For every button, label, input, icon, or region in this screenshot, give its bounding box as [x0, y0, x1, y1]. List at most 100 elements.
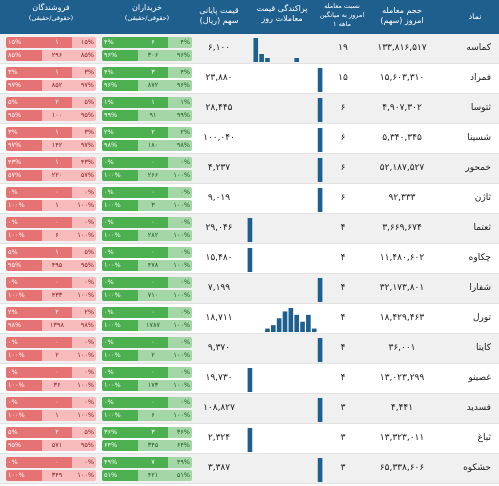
histogram-bar — [317, 278, 323, 302]
histogram-bar — [265, 58, 270, 62]
table-row[interactable]: غصینو ۱۳,۰۲۳,۲۹۹ ۴ ۱۹,۷۳۰ ۰% ۰ ۰% ۱۰۰% ۱… — [0, 364, 499, 394]
table-row[interactable]: تورل ۱۸,۴۲۹,۴۶۳ ۴ ۱۸,۷۱۱ ۰% ۰ ۰% ۱۰۰% ۱۷… — [0, 304, 499, 334]
volume-value: ۵,۳۴۰,۳۴۵ — [382, 133, 422, 143]
header-buyers[interactable]: خریداران (حقوقی/حقیقی) — [102, 3, 192, 23]
symbol-link[interactable]: ثتوسا — [470, 103, 491, 113]
closing-price: ۴,۲۳۷ — [207, 163, 231, 173]
header-volume[interactable]: حجم معامله امروز (سهم) — [367, 6, 437, 26]
header-buyers-line2: (حقوقی/حقیقی) — [124, 14, 170, 22]
symbol-link[interactable]: حشکوه — [463, 463, 491, 473]
sellers-bot-percent: ۱۰۰% — [6, 290, 42, 301]
price-distribution-chart — [247, 156, 323, 182]
sellers-top-bar: ۰% ۰ ۰% — [6, 277, 96, 288]
table-row[interactable]: شفارا ۳۲,۱۷۳,۸۰۱ ۴ ۷,۱۹۹ ۰% ۰ ۰% ۱۰۰% ۷۱… — [0, 274, 499, 304]
buyers-top-percent: ۰% — [102, 367, 138, 378]
symbol-link[interactable]: غصینو — [468, 373, 491, 383]
table-row[interactable]: فمراد ۱۵,۶۰۳,۳۱۰ ۱۵ ۲۳,۸۸۰ ۴% ۳ ۴% ۹۶% ۸… — [0, 64, 499, 94]
sellers-bot-share: ۱۰۰% — [72, 380, 96, 391]
table-row[interactable]: ثعتما ۳,۶۶۹,۶۷۴ ۴ ۲۹,۰۴۶ ۰% ۰ ۰% ۱۰۰% ۲۸… — [0, 214, 499, 244]
table-row[interactable]: کماسه ۱۳۳,۸۱۶,۵۱۷ ۱۹ ۶,۱۰۰ ۴% ۶ ۴% ۹۶% ۳… — [0, 34, 499, 64]
sellers-top-count: ۱ — [42, 247, 72, 258]
buyers-top-count: ۱ — [138, 97, 168, 108]
header-sellers[interactable]: فروشندگان (حقوقی/حقیقی) — [6, 3, 96, 23]
sellers-bot-percent: ۵۷% — [6, 170, 42, 181]
sellers-top-share: ۴۳% — [72, 157, 96, 168]
table-row[interactable]: ثباغ ۱۳,۳۲۳,۰۱۱ ۳ ۲,۳۲۴ ۳۶% ۳ ۳۶% ۶۴% ۳۴… — [0, 424, 499, 454]
buyers-top-count: ۰ — [138, 217, 168, 228]
buyers-bot-bar: ۱۰۰% ۳ ۱۰۰% — [102, 200, 192, 211]
symbol-link[interactable]: ثعتما — [473, 223, 491, 233]
sellers-top-percent: ۲% — [6, 307, 42, 318]
sellers-top-share: ۰% — [72, 367, 96, 378]
buyers-cell: ۰% ۰ ۰% ۱۰۰% ۷۱۰ ۱۰۰% — [102, 277, 192, 301]
symbol-link[interactable]: فسدید — [466, 403, 491, 413]
row-divider — [0, 153, 499, 154]
closing-price: ۱۰۰,۰۴۰ — [203, 133, 235, 143]
buyers-bot-bar: ۱۰۰% ۴۷۸ ۱۰۰% — [102, 260, 192, 271]
symbol-link[interactable]: شفارا — [469, 283, 491, 293]
buyers-top-share: ۱% — [168, 97, 192, 108]
sellers-bot-percent: ۱۰۰% — [6, 230, 42, 241]
sellers-bot-percent: ۸۵% — [6, 50, 42, 61]
header-hist[interactable]: پراکندگی قیمت معاملات روز — [247, 4, 317, 24]
closing-price: ۱۹,۷۳۰ — [205, 373, 233, 383]
sellers-bot-share: ۱۰۰% — [72, 290, 96, 301]
sellers-cell: ۱۵% ۱ ۱۵% ۸۵% ۲۹۶ ۸۵% — [6, 37, 96, 61]
price-distribution-chart — [247, 276, 323, 302]
table-row[interactable]: خمحور ۵۲,۱۸۷,۵۲۷ ۶ ۴,۲۳۷ ۰% ۰ ۰% ۱۰۰% ۲۶… — [0, 154, 499, 184]
buyers-top-percent: ۰% — [102, 307, 138, 318]
symbol-link[interactable]: کماسه — [466, 43, 491, 53]
sellers-top-bar: ۰% ۰ ۰% — [6, 457, 96, 468]
ratio-value: ۱۹ — [338, 43, 348, 53]
sellers-cell: ۵% ۱ ۵% ۹۵% ۴۹۵ ۹۵% — [6, 247, 96, 271]
row-divider — [0, 303, 499, 304]
header-price[interactable]: قیمت پایانی سهم (ریال) — [193, 6, 245, 26]
table-row[interactable]: ثاژن ۹۲,۳۳۳ ۶ ۹,۰۱۹ ۰% ۰ ۰% ۱۰۰% ۳ ۱۰۰% … — [0, 184, 499, 214]
histogram-bar — [306, 314, 311, 332]
symbol-link[interactable]: فمراد — [470, 73, 491, 83]
sellers-bot-bar: ۱۰۰% ۲ ۱۰۰% — [6, 350, 96, 361]
symbol-link[interactable]: ثباغ — [477, 433, 491, 443]
buyers-bot-percent: ۱۰۰% — [102, 170, 138, 181]
histogram-bar — [247, 368, 253, 392]
sellers-top-percent: ۴۳% — [6, 157, 42, 168]
buyers-bot-percent: ۱۰۰% — [102, 410, 138, 421]
symbol-link[interactable]: کایتا — [476, 343, 491, 353]
buyers-bot-percent: ۶۴% — [102, 440, 138, 451]
sellers-cell: ۳% ۱ ۳% ۹۷% ۸۵۲ ۹۷% — [6, 67, 96, 91]
buyers-top-bar: ۰% ۰ ۰% — [102, 277, 192, 288]
closing-price: ۷,۱۹۹ — [207, 283, 231, 293]
volume-value: ۱۵,۶۰۳,۳۱۰ — [379, 73, 425, 83]
header-symbol[interactable]: نماد — [468, 12, 482, 21]
price-distribution-chart — [247, 36, 323, 62]
histogram-bar — [247, 218, 253, 242]
histogram-bar — [294, 314, 300, 332]
ratio-value: ۶ — [340, 133, 346, 143]
buyers-bot-count: ۸۷۲ — [138, 80, 168, 91]
sellers-top-bar: ۲% ۲ ۲% — [6, 307, 96, 318]
table-row[interactable]: ثتوسا ۴,۹۰۷,۳۰۲ ۶ ۲۸,۴۴۵ ۱% ۱ ۱% ۹۹% ۹۱ … — [0, 94, 499, 124]
histogram-bar — [247, 248, 253, 272]
sellers-bot-share: ۸۵% — [72, 50, 96, 61]
table-row[interactable]: چکاوه ۱۱,۴۸۰,۶۰۲ ۴ ۱۵,۴۸۰ ۰% ۰ ۰% ۱۰۰% ۴… — [0, 244, 499, 274]
symbol-link[interactable]: چکاوه — [468, 253, 491, 263]
symbol-link[interactable]: ثاژن — [474, 193, 491, 203]
sellers-top-count: ۱ — [42, 157, 72, 168]
symbol-link[interactable]: شسینا — [467, 133, 491, 143]
table-row[interactable]: کایتا ۳۶,۰۰۱ ۴ ۹,۳۷۰ ۰% ۰ ۰% ۱۰۰% ۲ ۱۰۰%… — [0, 334, 499, 364]
closing-price: ۶,۱۰۰ — [207, 43, 231, 53]
histogram-bar — [317, 458, 323, 482]
sellers-bot-bar: ۵۷% ۲۲۰ ۵۷% — [6, 170, 96, 181]
price-distribution-chart — [247, 336, 323, 362]
buyers-bot-percent: ۱۰۰% — [102, 380, 138, 391]
buyers-bot-share: ۱۰۰% — [168, 230, 192, 241]
header-ratio[interactable]: نسبت معامله امروز به میانگین ۱ ماهه — [312, 2, 372, 29]
table-row[interactable]: فسدید ۴,۴۴۱ ۳ ۱۰۸,۸۲۷ ۰% ۰ ۰% ۱۰۰% ۶ ۱۰۰… — [0, 394, 499, 424]
closing-price: ۱۰۸,۸۲۷ — [203, 403, 235, 413]
symbol-link[interactable]: تورل — [472, 313, 491, 323]
table-row[interactable]: شسینا ۵,۳۴۰,۳۴۵ ۶ ۱۰۰,۰۴۰ ۲% ۲ ۲% ۹۸% ۱۸… — [0, 124, 499, 154]
sellers-bot-count: ۸۵۲ — [42, 80, 72, 91]
row-divider — [0, 63, 499, 64]
symbol-link[interactable]: خمحور — [465, 163, 491, 173]
table-row[interactable]: حشکوه ۶۵,۳۳۸,۶۰۶ ۳ ۳,۳۸۷ ۴۹% ۷ ۴۹% ۵۱% ۴… — [0, 454, 499, 484]
